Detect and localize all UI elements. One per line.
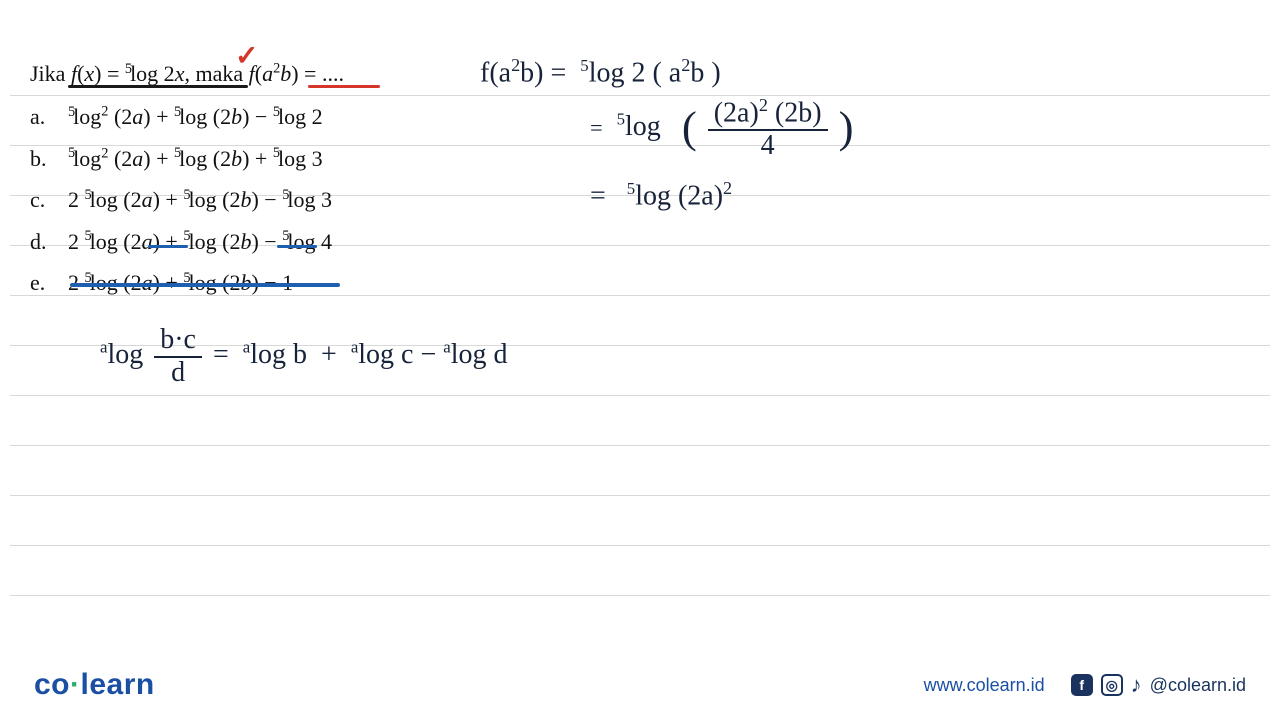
footer-url: www.colearn.id: [924, 675, 1045, 696]
handwriting-rule: alog b·cd = alog b + alog c − alog d: [100, 325, 508, 389]
option-key-a: a.: [30, 98, 50, 135]
social-icons: f ◎ ♪ @colearn.id: [1071, 672, 1246, 698]
footer-bar: co·learn www.colearn.id f ◎ ♪ @colearn.i…: [0, 650, 1280, 720]
check-mark-icon: ✓: [235, 33, 258, 81]
brand-logo: co·learn: [34, 668, 155, 702]
instagram-icon: ◎: [1101, 674, 1123, 696]
hw-line-3: = 5log (2a)2: [590, 178, 853, 212]
hw-line-2: = 5log ( (2a)2 (2b)4 ): [590, 95, 853, 162]
d-2b-underline-blue: [277, 245, 317, 248]
problem-statement: Jika f(x) = 5log 2x, maka f(a2b) = .... …: [30, 55, 344, 92]
option-b: b. 5log2 (2a) + 5log (2b) + 5log 3: [30, 140, 344, 177]
problem-block: Jika f(x) = 5log 2x, maka f(a2b) = .... …: [30, 55, 344, 305]
option-a: a. 5log2 (2a) + 5log (2b) − 5log 2: [30, 98, 344, 135]
option-c: c. 2 5log (2a) + 5log (2b) − 5log 3: [30, 181, 344, 218]
d-2a-underline-blue: [148, 245, 188, 248]
hw-line-1: f(a2b) = 5log 2 ( a2b ): [480, 55, 853, 89]
option-d: d. 2 5log (2a) + 5log (2b) − 5log 4: [30, 223, 344, 260]
social-handle: @colearn.id: [1150, 675, 1246, 696]
answer-options: a. 5log2 (2a) + 5log (2b) − 5log 2 b. 5l…: [30, 98, 344, 301]
underline-func-eval: [308, 85, 380, 88]
handwriting-work: f(a2b) = 5log 2 ( a2b ) = 5log ( (2a)2 (…: [480, 55, 853, 213]
hw-rule: alog b·cd = alog b + alog c − alog d: [100, 339, 508, 370]
option-key-c: c.: [30, 181, 50, 218]
option-text-d: 2 5log (2a) + 5log (2b) − 5log 4: [68, 223, 332, 260]
answer-underline-blue: [70, 283, 340, 287]
option-key-b: b.: [30, 140, 50, 177]
footer-right: www.colearn.id f ◎ ♪ @colearn.id: [924, 672, 1246, 698]
option-key-e: e.: [30, 264, 50, 301]
underline-func-def: [68, 85, 248, 88]
logo-main: co: [34, 668, 70, 701]
logo-rest: learn: [81, 668, 155, 701]
tiktok-icon: ♪: [1131, 672, 1142, 698]
option-key-d: d.: [30, 223, 50, 260]
logo-dot: ·: [70, 668, 81, 701]
option-text-c: 2 5log (2a) + 5log (2b) − 5log 3: [68, 181, 332, 218]
option-text-b: 5log2 (2a) + 5log (2b) + 5log 3: [68, 140, 323, 177]
problem-suffix: = ....: [299, 61, 344, 86]
option-text-a: 5log2 (2a) + 5log (2b) − 5log 2: [68, 98, 323, 135]
facebook-icon: f: [1071, 674, 1093, 696]
problem-prefix: Jika: [30, 61, 71, 86]
